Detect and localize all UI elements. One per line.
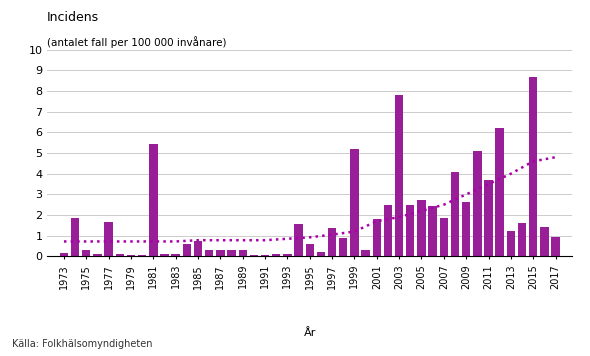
Text: Incidens: Incidens	[47, 11, 99, 24]
Bar	[160, 254, 169, 256]
Bar	[71, 218, 79, 256]
Bar	[317, 252, 325, 256]
Bar	[216, 250, 225, 256]
Bar	[417, 199, 425, 256]
Text: (antalet fall per 100 000 invånare): (antalet fall per 100 000 invånare)	[47, 36, 227, 47]
Bar	[462, 201, 470, 256]
Bar	[339, 238, 348, 256]
Bar	[406, 205, 415, 256]
Bar	[384, 205, 392, 256]
Bar	[238, 250, 247, 256]
Bar	[328, 229, 336, 256]
Bar	[440, 218, 448, 256]
Bar	[149, 144, 158, 256]
Bar	[484, 180, 493, 256]
Bar	[507, 231, 515, 256]
Bar	[294, 224, 303, 256]
Bar	[93, 254, 101, 256]
X-axis label: År: År	[304, 328, 316, 337]
Bar	[60, 253, 68, 256]
Bar	[183, 244, 191, 256]
Bar	[540, 227, 549, 256]
Bar	[205, 250, 214, 256]
Text: Källa: Folkhälsomyndigheten: Källa: Folkhälsomyndigheten	[12, 339, 152, 349]
Bar	[362, 250, 370, 256]
Bar	[194, 241, 202, 256]
Bar	[250, 255, 258, 256]
Bar	[104, 222, 113, 256]
Bar	[82, 250, 90, 256]
Bar	[350, 149, 359, 256]
Bar	[138, 255, 146, 256]
Bar	[272, 254, 280, 256]
Bar	[473, 151, 481, 256]
Bar	[172, 254, 180, 256]
Bar	[127, 255, 135, 256]
Bar	[116, 254, 124, 256]
Bar	[227, 250, 236, 256]
Bar	[529, 77, 537, 256]
Bar	[261, 255, 269, 256]
Bar	[451, 172, 459, 256]
Bar	[428, 206, 437, 256]
Bar	[496, 128, 504, 256]
Bar	[373, 219, 381, 256]
Bar	[283, 254, 291, 256]
Bar	[551, 237, 560, 256]
Bar	[518, 223, 526, 256]
Bar	[395, 95, 404, 256]
Bar	[306, 244, 314, 256]
